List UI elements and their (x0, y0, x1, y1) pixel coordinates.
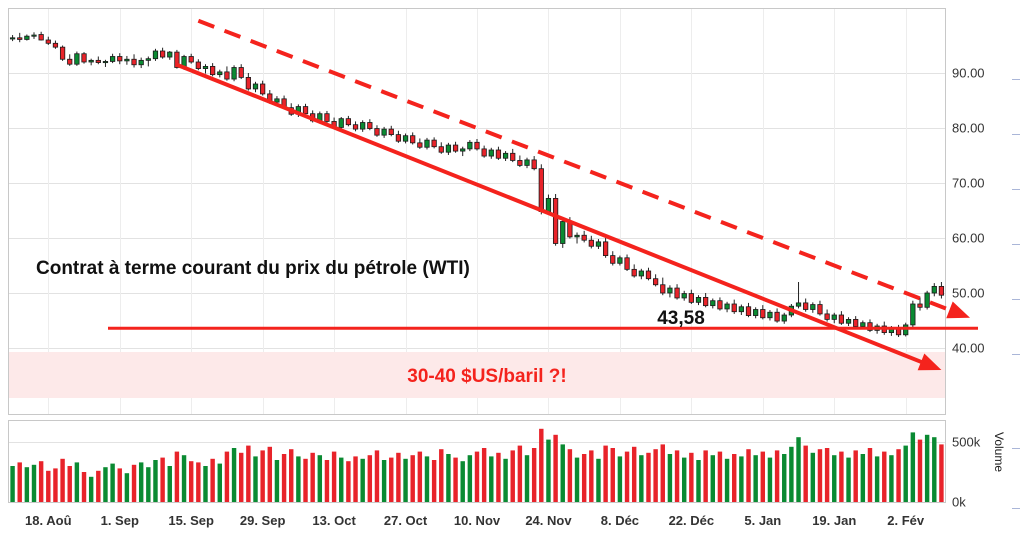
date-tick-label: 2. Fév (887, 513, 925, 528)
date-tick-label: 22. Déc (668, 513, 715, 528)
date-tick-label: 29. Sep (239, 513, 286, 528)
volume-tick-label: 500k (952, 434, 981, 450)
date-tick-label: 1. Sep (100, 513, 139, 528)
axis-tick (1012, 299, 1020, 300)
date-tick-label: 10. Nov (453, 513, 501, 528)
support-price-label: 43,58 (657, 308, 705, 329)
axis-tick (1012, 244, 1020, 245)
date-tick-label: 15. Sep (168, 513, 214, 528)
gridline (9, 442, 945, 443)
price-tick-label: 80.00 (952, 120, 985, 136)
axis-tick (1012, 189, 1020, 190)
date-tick-label: 19. Jan (812, 513, 857, 528)
price-tick-label: 60.00 (952, 230, 985, 246)
vertical-gridline (48, 9, 50, 414)
upper-trendline-arrowhead (946, 301, 971, 319)
volume-panel (8, 420, 946, 503)
price-tick-label: 50.00 (952, 285, 985, 301)
date-tick-label: 8. Déc (600, 513, 640, 528)
price-tick-label: 90.00 (952, 65, 985, 81)
price-tick-label: 70.00 (952, 175, 985, 191)
date-tick-label: 27. Oct (383, 513, 428, 528)
volume-axis-title: Volume (992, 432, 1006, 473)
date-tick-label: 24. Nov (525, 513, 572, 528)
date-tick-label: 13. Oct (312, 513, 356, 528)
axis-tick (1012, 79, 1020, 80)
date-tick-label: 5. Jan (744, 513, 782, 528)
chart-title: Contrat à terme courant du prix du pétro… (36, 258, 470, 279)
vertical-gridline (119, 9, 121, 414)
axis-tick (1012, 448, 1020, 449)
date-tick-label: 18. Aoû (25, 513, 72, 528)
target-band-label: 30-40 $US/baril ?! (407, 366, 567, 387)
volume-tick-label: 0k (952, 494, 966, 510)
axis-tick (1012, 134, 1020, 135)
price-tick-label: 40.00 (952, 340, 985, 356)
axis-tick (1012, 354, 1020, 355)
axis-tick (1012, 508, 1020, 509)
